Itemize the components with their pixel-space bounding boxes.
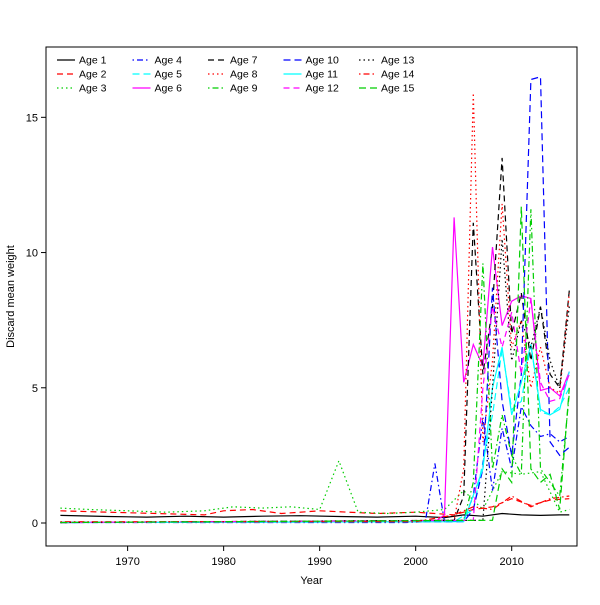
series-line-age-14 xyxy=(60,495,570,523)
series-line-age-11 xyxy=(60,344,570,524)
series-line-age-15 xyxy=(60,206,570,524)
x-axis-tick-label: 1970 xyxy=(115,556,139,568)
legend-label-age-5: Age 5 xyxy=(155,69,183,81)
series-line-age-1 xyxy=(60,512,570,519)
legend-label-age-3: Age 3 xyxy=(79,83,107,95)
y-axis-tick-label: 5 xyxy=(32,383,38,395)
y-axis-tick-label: 0 xyxy=(32,518,38,530)
x-axis-tick-label: 2000 xyxy=(403,556,427,568)
legend-label-age-7: Age 7 xyxy=(230,55,258,67)
legend-label-age-14: Age 14 xyxy=(381,69,414,81)
legend-label-age-11: Age 11 xyxy=(306,69,339,81)
series-line-age-9 xyxy=(60,209,570,524)
series-line-age-4 xyxy=(60,404,570,524)
legend-label-age-6: Age 6 xyxy=(155,83,183,95)
y-axis-title: Discard mean weight xyxy=(5,245,17,348)
legend-label-age-15: Age 15 xyxy=(381,83,414,95)
x-axis-tick-label: 1990 xyxy=(307,556,331,568)
series-line-age-5 xyxy=(60,344,570,524)
x-axis-tick-label: 1980 xyxy=(211,556,235,568)
series-line-age-2 xyxy=(60,498,570,516)
series-line-age-10 xyxy=(60,76,570,524)
legend-label-age-4: Age 4 xyxy=(155,55,183,67)
x-axis-tick-label: 2010 xyxy=(499,556,523,568)
legend-label-age-1: Age 1 xyxy=(79,55,107,67)
series-line-age-13 xyxy=(60,238,570,524)
legend-label-age-2: Age 2 xyxy=(79,69,107,81)
legend-label-age-13: Age 13 xyxy=(381,55,414,67)
legend-label-age-12: Age 12 xyxy=(306,83,339,95)
y-axis-tick-label: 15 xyxy=(26,112,38,124)
plot-box xyxy=(45,46,578,547)
legend-label-age-8: Age 8 xyxy=(230,69,258,81)
x-axis-title: Year xyxy=(300,575,323,587)
series-line-age-7 xyxy=(60,157,570,524)
y-axis-tick-label: 10 xyxy=(26,248,38,260)
legend-label-age-10: Age 10 xyxy=(306,55,339,67)
legend-label-age-9: Age 9 xyxy=(230,83,258,95)
series-line-age-8 xyxy=(60,92,570,524)
series-line-age-3 xyxy=(60,459,570,515)
series-line-age-6 xyxy=(60,217,570,524)
series-line-age-12 xyxy=(60,298,570,524)
